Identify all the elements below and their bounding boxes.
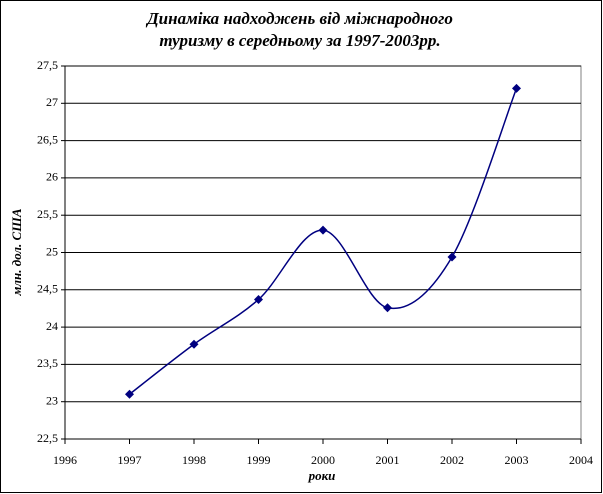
marker — [125, 389, 134, 399]
y-tick-label: 23 — [46, 393, 58, 407]
x-tick-label: 2003 — [505, 453, 529, 467]
x-tick-label: 1997 — [118, 453, 142, 467]
y-tick-label: 23,5 — [37, 356, 58, 370]
y-tick-label: 27 — [46, 95, 58, 109]
y-tick-label: 25,5 — [37, 207, 58, 221]
y-tick-label: 25 — [46, 244, 58, 258]
marker — [512, 83, 521, 93]
y-tick-label: 26 — [46, 170, 58, 184]
x-axis-label: роки — [308, 468, 336, 483]
x-tick-label: 2004 — [569, 453, 593, 467]
y-tick-label: 27,5 — [37, 58, 58, 72]
marker — [189, 339, 199, 349]
y-axis-label: млн. дол. США — [9, 208, 24, 296]
y-tick-label: 24,5 — [37, 282, 58, 296]
marker — [254, 294, 263, 304]
y-tick-label: 26,5 — [37, 132, 58, 146]
y-tick-label: 22,5 — [37, 431, 58, 445]
marker — [383, 303, 392, 313]
marker — [318, 225, 328, 235]
chart-title: Динаміка надходжень від міжнародного — [145, 9, 453, 28]
x-tick-label: 2000 — [311, 453, 335, 467]
x-tick-label: 2001 — [376, 453, 400, 467]
x-tick-label: 1998 — [182, 453, 206, 467]
x-tick-label: 2002 — [440, 453, 464, 467]
x-tick-label: 1996 — [53, 453, 77, 467]
chart-title: туризму в середньому за 1997-2003рр. — [159, 31, 440, 50]
x-tick-label: 1999 — [247, 453, 271, 467]
marker — [447, 252, 457, 262]
y-tick-label: 24 — [46, 319, 58, 333]
